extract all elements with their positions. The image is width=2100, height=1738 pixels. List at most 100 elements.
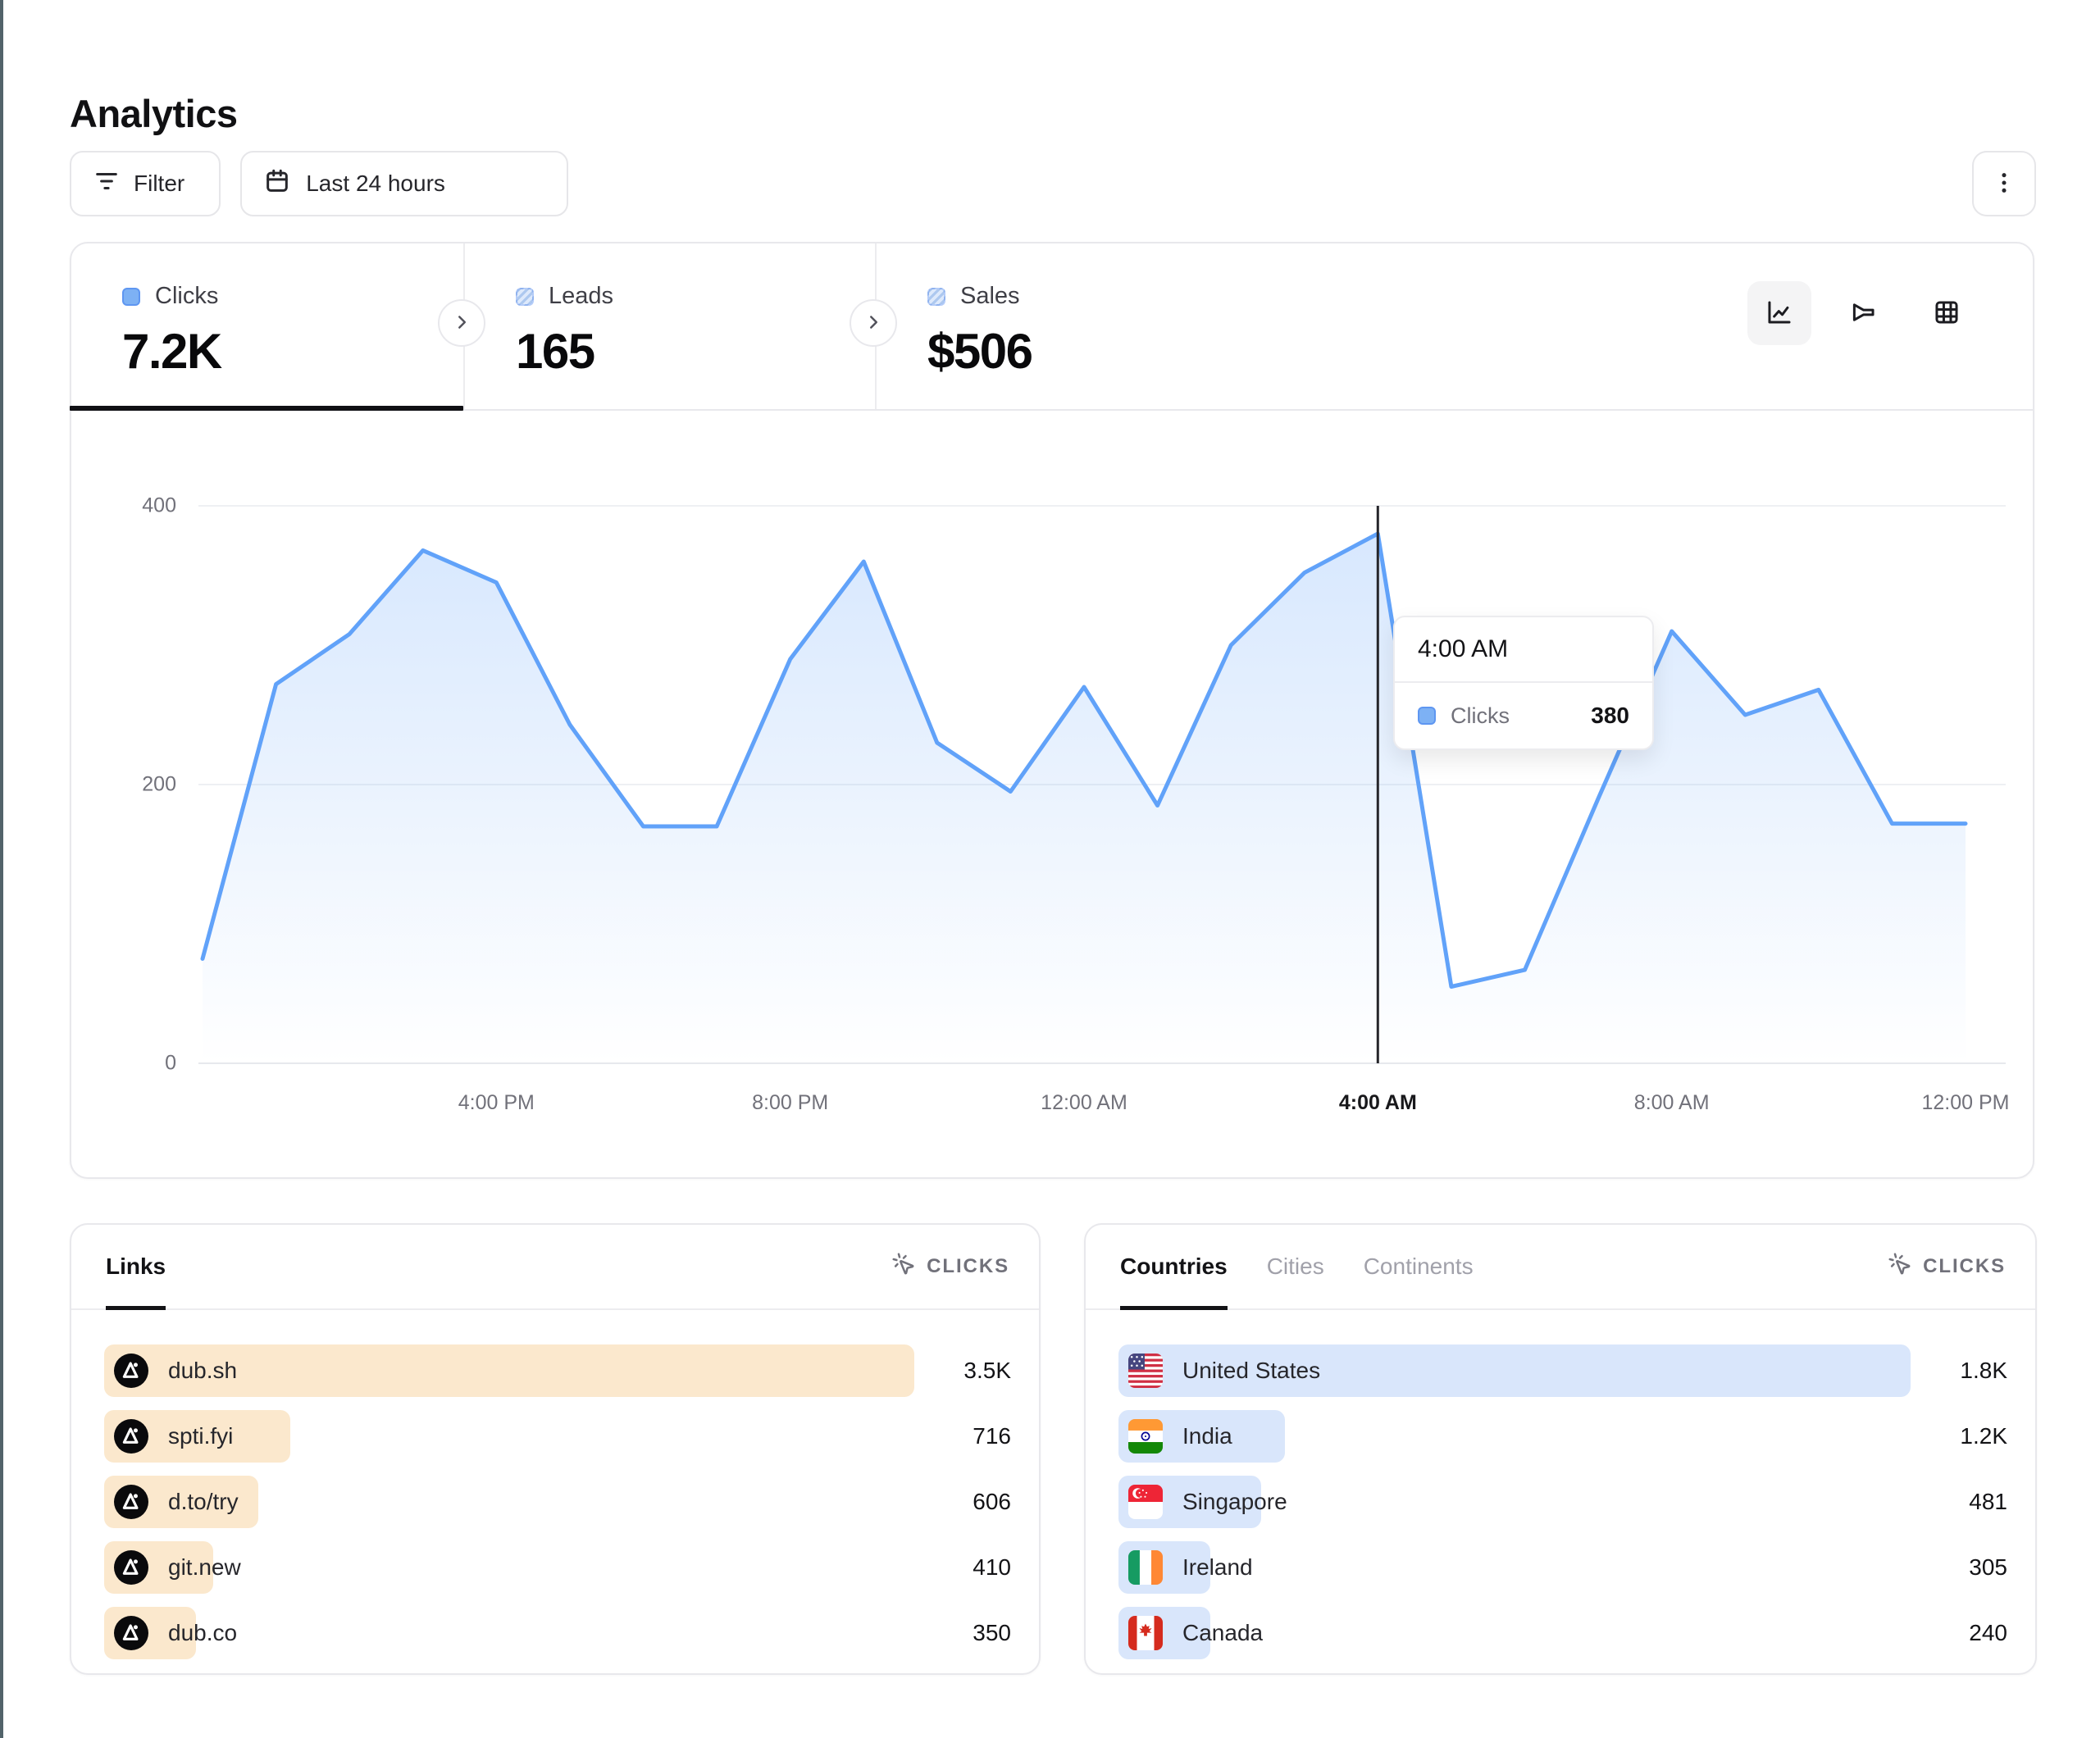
dub-logo-icon [114,1419,148,1454]
x-axis-tick: 8:00 PM [752,1091,829,1114]
bar-track: India [1118,1410,1911,1463]
country-label: India [1182,1423,1232,1449]
bar-track: Ireland [1118,1541,1911,1594]
country-row-canada[interactable]: Canada 240 [1118,1607,2007,1659]
clicks-line-series [200,531,1968,989]
stat-value: 7.2K [122,324,222,379]
chevron-right-icon [451,312,472,335]
cursor-click-icon [1888,1252,1912,1282]
clicks-area-chart[interactable]: 0 200 400 4:00 PM 8:00 PM 12:00 AM 4:00 AM 8:0… [71,409,2033,1177]
kebab-icon [1991,170,2017,198]
gridline-400 [198,505,2006,507]
links-metric[interactable]: CLICKS [891,1252,1009,1282]
link-clicks-value: 410 [973,1554,1011,1580]
tab-countries[interactable]: Countries [1120,1225,1228,1310]
bar-track: spti.fyi [104,1410,914,1463]
gridline-0 [198,1062,2006,1064]
country-label: Singapore [1182,1489,1287,1514]
country-clicks-value: 481 [1969,1489,2007,1514]
country-row-ireland[interactable]: Ireland 305 [1118,1541,2007,1594]
more-options-button[interactable] [1972,151,2036,216]
flag-in-icon [1128,1419,1163,1454]
date-range-label: Last 24 hours [306,171,445,196]
calendar-icon [263,167,291,201]
link-clicks-value: 606 [973,1489,1011,1514]
link-label: dub.sh [168,1358,238,1383]
stat-tab-leads[interactable]: Leads 165 [463,243,875,409]
stat-value: 165 [516,324,595,379]
tooltip-series-label: Clicks [1451,703,1510,728]
bar-track: Singapore [1118,1476,1911,1528]
clicks-area-fill [203,534,1966,1063]
x-axis-tick: 4:00 PM [458,1091,535,1114]
filter-icon [93,167,121,201]
expand-leads-button[interactable] [850,299,897,347]
stat-value: $506 [927,324,1033,379]
expand-clicks-button[interactable] [438,299,485,347]
stat-tab-clicks[interactable]: Clicks 7.2K [70,243,463,411]
bar-track: git.new [104,1541,914,1594]
x-axis-tick: 8:00 AM [1633,1091,1710,1114]
link-label: git.new [168,1554,241,1580]
y-axis-tick: 400 [142,494,176,517]
line-chart-view-button[interactable] [1747,281,1811,345]
dub-logo-icon [114,1550,148,1585]
countries-panel: Countries Cities Continents CLICKS United … [1084,1223,2037,1675]
links-metric-label: CLICKS [927,1255,1009,1277]
countries-metric[interactable]: CLICKS [1888,1252,2006,1282]
link-row-spti-fyi[interactable]: spti.fyi 716 [104,1410,1011,1463]
bar-track: Canada [1118,1607,1911,1659]
country-label: United States [1182,1358,1321,1383]
leads-swatch [516,287,534,306]
x-axis-tick: 12:00 PM [1921,1091,2010,1114]
bar-fill [1118,1344,1911,1397]
country-row-united-states[interactable]: United States 1.8K [1118,1344,2007,1397]
toolbar: Filter Last 24 hours [70,151,569,216]
link-row-dub-co[interactable]: dub.co 350 [104,1607,1011,1659]
country-clicks-value: 1.2K [1960,1423,2007,1449]
stat-label: Sales [960,283,1020,309]
tab-cities[interactable]: Cities [1266,1253,1324,1279]
link-label: spti.fyi [168,1423,234,1449]
flag-ca-icon [1128,1616,1163,1650]
funnel-flow-icon [1849,298,1877,329]
link-row-dub-sh[interactable]: dub.sh 3.5K [104,1344,1011,1397]
bar-fill [104,1344,914,1397]
filter-button-label: Filter [134,171,185,196]
stat-label: Clicks [155,283,219,309]
dub-logo-icon [114,1354,148,1388]
page-title: Analytics [70,92,238,136]
cursor-click-icon [891,1252,916,1282]
stat-tab-sales[interactable]: Sales $506 [875,243,1287,409]
x-axis-tick: 4:00 AM [1338,1091,1417,1114]
chart-tooltip: 4:00 AM Clicks 380 [1393,616,1654,750]
chart-view-toggles [1747,281,1979,345]
grid-table-view-button[interactable] [1915,281,1979,345]
country-row-india[interactable]: India 1.2K [1118,1410,2007,1463]
dub-logo-icon [114,1485,148,1519]
country-label: Canada [1182,1620,1264,1645]
line-chart-icon [1765,298,1793,329]
flag-us-icon [1128,1354,1163,1388]
tab-continents[interactable]: Continents [1363,1253,1474,1279]
country-row-singapore[interactable]: Singapore 481 [1118,1476,2007,1528]
tooltip-time: 4:00 AM [1395,617,1652,683]
funnel-flow-view-button[interactable] [1831,281,1895,345]
country-clicks-value: 305 [1969,1554,2007,1580]
link-row-d-to-try[interactable]: d.to/try 606 [104,1476,1011,1528]
tooltip-value: 380 [1591,703,1629,728]
countries-metric-label: CLICKS [1923,1255,2006,1277]
link-clicks-value: 350 [973,1620,1011,1645]
stats-row: Clicks 7.2K Leads 165 Sales $506 [70,243,2033,411]
date-range-button[interactable]: Last 24 hours [240,151,569,216]
clicks-swatch [122,287,140,306]
country-clicks-value: 1.8K [1960,1358,2007,1383]
flag-sg-icon [1128,1485,1163,1519]
country-label: Ireland [1182,1554,1253,1580]
x-axis-tick: 12:00 AM [1041,1091,1127,1114]
chevron-right-icon [863,312,884,335]
filter-button[interactable]: Filter [70,151,221,216]
link-row-git-new[interactable]: git.new 410 [104,1541,1011,1594]
gridline-200 [198,784,2006,785]
tab-links[interactable]: Links [106,1225,166,1310]
